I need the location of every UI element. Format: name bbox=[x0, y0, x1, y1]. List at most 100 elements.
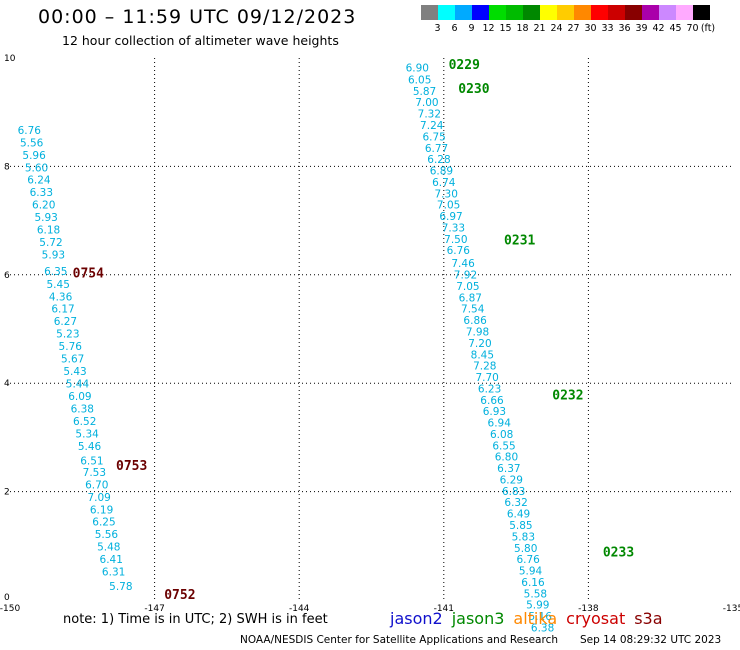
satellite-tracks: 6.765.565.965.606.246.336.205.936.185.72… bbox=[18, 58, 635, 635]
scale-label: 33 bbox=[601, 23, 614, 34]
wave-height-value: 6.17 bbox=[51, 304, 74, 316]
wave-height-value: 7.70 bbox=[475, 372, 498, 384]
scale-swatch bbox=[591, 5, 608, 20]
wave-height-value: 7.46 bbox=[451, 258, 475, 270]
page-title: 00:00 – 11:59 UTC 09/12/2023 bbox=[38, 6, 357, 28]
wave-height-value: 5.85 bbox=[509, 520, 532, 532]
legend-jason2: jason2 bbox=[390, 609, 443, 628]
axis-ticks: -150 -147 -144 -141 -138 -135 0 2 4 6 8 10 bbox=[0, 54, 740, 614]
wave-height-value: 5.60 bbox=[25, 162, 48, 174]
scale-swatch bbox=[642, 5, 659, 20]
wave-height-value: 6.77 bbox=[425, 143, 448, 155]
wave-height-value: 6.09 bbox=[68, 391, 91, 403]
wave-height-value: 5.44 bbox=[66, 379, 90, 391]
wave-height-value: 6.27 bbox=[54, 316, 77, 328]
pass-time-label: 0753 bbox=[116, 459, 147, 474]
satellite-legend: jason2 jason3 altika cryosat s3a bbox=[390, 609, 672, 628]
scale-label: 3 bbox=[434, 23, 441, 34]
wave-height-value: 5.87 bbox=[413, 86, 436, 98]
pass-time-label: 0229 bbox=[449, 58, 480, 73]
wave-height-value: 6.97 bbox=[439, 211, 462, 223]
wave-height-value: 6.41 bbox=[100, 554, 123, 566]
scale-swatch bbox=[676, 5, 693, 20]
wave-height-value: 6.66 bbox=[480, 395, 504, 407]
wave-height-value: 6.55 bbox=[492, 440, 515, 452]
scale-label: 9 bbox=[468, 23, 475, 34]
scale-label: 24 bbox=[550, 23, 563, 34]
wave-height-value: 5.99 bbox=[526, 600, 549, 612]
wave-height-value: 6.05 bbox=[408, 74, 431, 86]
wave-height-value: 5.34 bbox=[75, 428, 99, 440]
wave-height-value: 5.16 bbox=[529, 611, 553, 623]
wave-height-value: 7.20 bbox=[468, 338, 491, 350]
wave-height-value: 7.05 bbox=[437, 200, 460, 212]
generated-timestamp: Sep 14 08:29:32 UTC 2023 bbox=[580, 634, 722, 646]
wave-height-value: 6.35 bbox=[44, 266, 67, 278]
scale-swatch bbox=[574, 5, 591, 20]
scale-swatch bbox=[455, 5, 472, 20]
x-tick-label: -150 bbox=[0, 604, 20, 614]
scale-label: 6 bbox=[451, 23, 458, 34]
credit-text: NOAA/NESDIS Center for Satellite Applica… bbox=[240, 634, 558, 646]
wave-height-value: 7.32 bbox=[418, 109, 441, 121]
pass-time-label: 0230 bbox=[458, 82, 489, 97]
wave-height-value: 6.49 bbox=[507, 509, 530, 521]
page-subtitle: 12 hour collection of altimeter wave hei… bbox=[62, 33, 339, 48]
x-tick-label: -138 bbox=[578, 604, 599, 614]
scale-label: 12 bbox=[482, 23, 495, 34]
wave-height-value: 7.50 bbox=[444, 234, 467, 246]
legend-cryosat: cryosat bbox=[566, 609, 626, 628]
wave-height-value: 6.20 bbox=[32, 200, 55, 212]
wave-height-value: 6.76 bbox=[516, 554, 540, 566]
x-tick-label: -144 bbox=[289, 604, 310, 614]
wave-height-value: 7.92 bbox=[454, 270, 477, 282]
wave-height-value: 5.58 bbox=[524, 588, 547, 600]
scale-unit: (ft) bbox=[700, 23, 716, 34]
legend-s3a: s3a bbox=[634, 609, 663, 628]
wave-height-value: 6.37 bbox=[497, 463, 520, 475]
wave-height-value: 6.33 bbox=[30, 187, 53, 199]
scale-label: 30 bbox=[584, 23, 597, 34]
wave-height-value: 6.28 bbox=[427, 154, 450, 166]
y-tick-label: 4 bbox=[4, 379, 10, 389]
scale-label: 39 bbox=[635, 23, 648, 34]
track-jason3: 6.906.055.877.007.327.246.756.776.286.89… bbox=[406, 58, 635, 635]
wave-height-value: 7.00 bbox=[415, 97, 438, 109]
scale-swatch bbox=[625, 5, 642, 20]
y-tick-label: 6 bbox=[4, 271, 10, 281]
scale-label: 27 bbox=[567, 23, 580, 34]
scale-swatch bbox=[693, 5, 710, 20]
wave-height-value: 6.23 bbox=[478, 383, 501, 395]
grid-lines bbox=[10, 58, 733, 600]
scale-swatch bbox=[523, 5, 540, 20]
scale-swatch bbox=[421, 5, 438, 20]
wave-height-value: 6.38 bbox=[71, 403, 94, 415]
wave-height-value: 5.43 bbox=[63, 366, 86, 378]
x-tick-label: -135 bbox=[723, 604, 740, 614]
wave-height-value: 6.70 bbox=[85, 479, 108, 491]
wave-height-value: 5.96 bbox=[22, 150, 46, 162]
scale-label: 45 bbox=[669, 23, 682, 34]
wave-height-value: 5.67 bbox=[61, 354, 84, 366]
y-tick-label: 8 bbox=[4, 162, 10, 172]
wave-height-value: 5.76 bbox=[59, 341, 83, 353]
wave-height-value: 6.52 bbox=[73, 416, 96, 428]
wave-height-value: 7.28 bbox=[473, 361, 496, 373]
wave-height-value: 6.76 bbox=[447, 245, 471, 257]
scale-label: 42 bbox=[652, 23, 665, 34]
scale-swatch bbox=[540, 5, 557, 20]
x-tick-label: -147 bbox=[144, 604, 164, 614]
wave-height-value: 6.83 bbox=[502, 486, 525, 498]
wave-height-value: 6.94 bbox=[488, 418, 512, 430]
wave-height-value: 5.83 bbox=[512, 531, 535, 543]
scale-swatch bbox=[557, 5, 574, 20]
pass-time-label: 0233 bbox=[603, 546, 634, 561]
wave-height-value: 8.45 bbox=[471, 349, 494, 361]
wave-height-value: 6.74 bbox=[432, 177, 456, 189]
wave-height-value: 5.72 bbox=[39, 237, 62, 249]
scale-label: 70 bbox=[686, 23, 699, 34]
wave-height-value: 5.80 bbox=[514, 543, 537, 555]
wave-height-value: 4.36 bbox=[49, 291, 73, 303]
wave-height-value: 5.56 bbox=[95, 529, 119, 541]
